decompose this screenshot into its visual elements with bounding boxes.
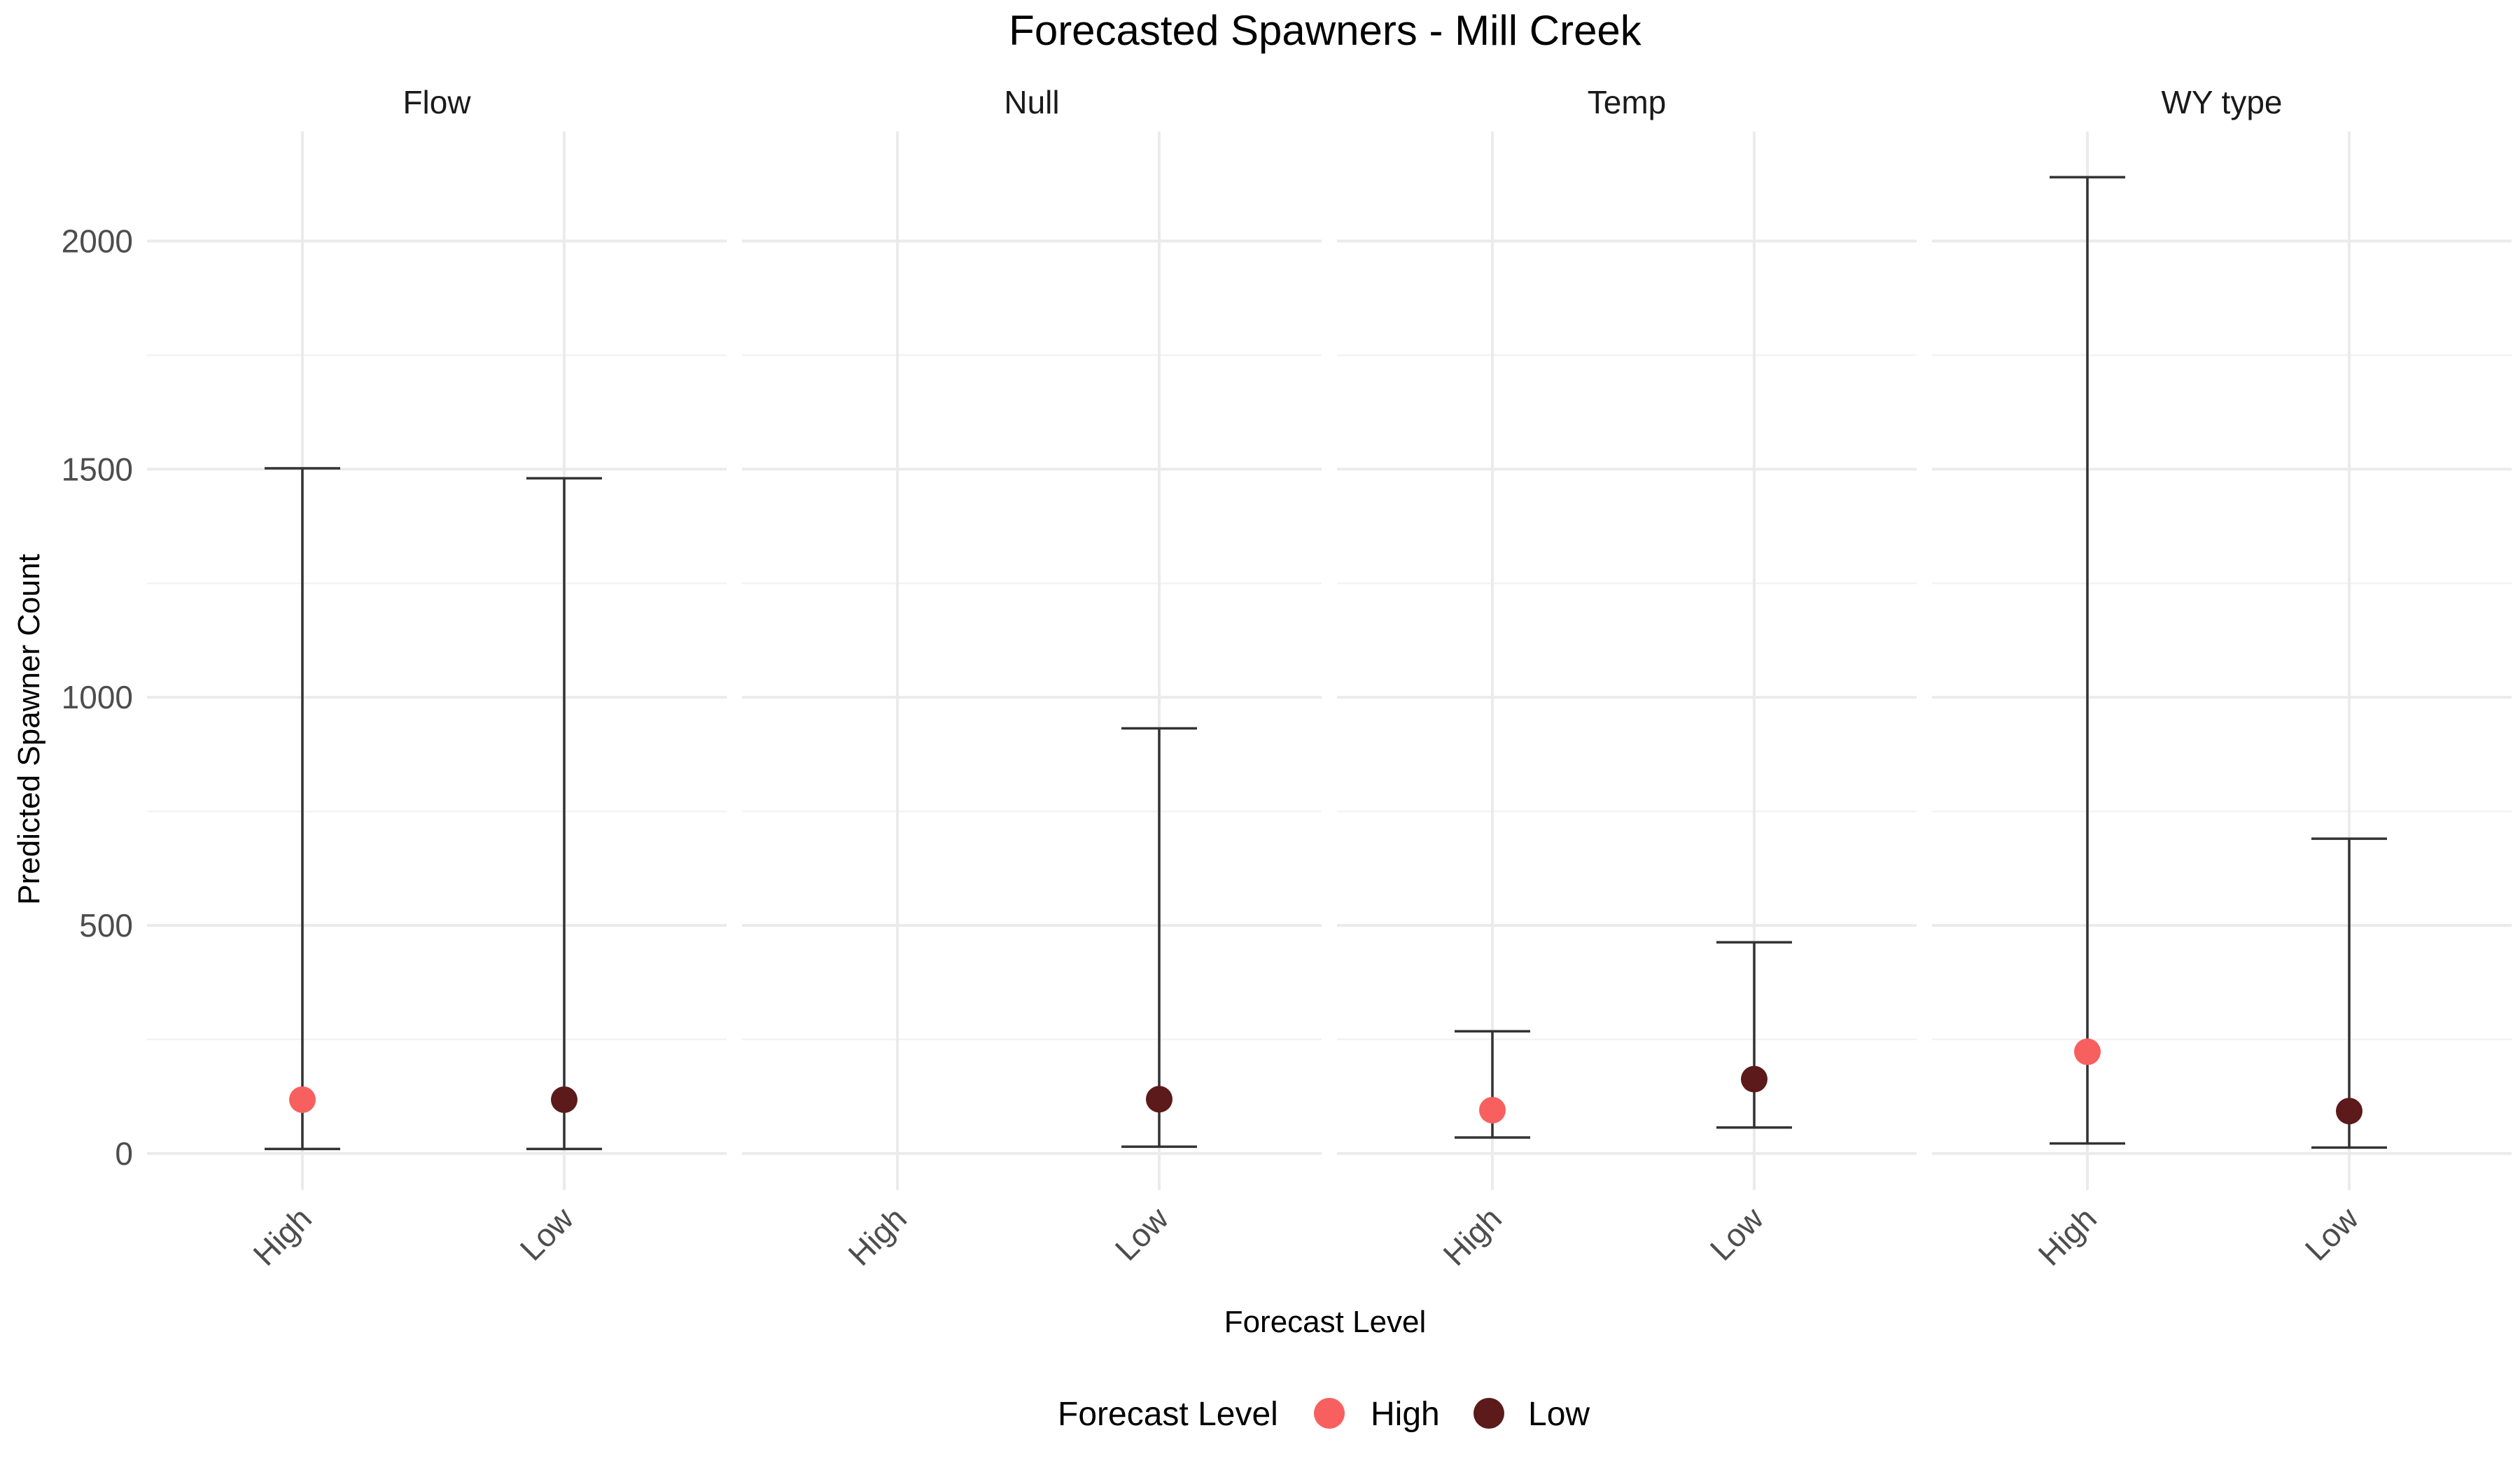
data-point-low: [551, 1086, 578, 1113]
x-tick-label-high: High: [841, 1200, 913, 1273]
legend-key-low: [1474, 1398, 1504, 1429]
facet-strip-label: Temp: [1588, 84, 1666, 120]
x-tick-label-low: Low: [1108, 1200, 1176, 1268]
legend: Forecast Level High Low: [1058, 1396, 1590, 1433]
error-bar-low: [1121, 727, 1197, 1148]
x-tick-label-low: Low: [2298, 1200, 2366, 1268]
legend-label-high: High: [1371, 1396, 1440, 1433]
data-point-low: [1741, 1065, 1768, 1093]
y-tick-label: 0: [115, 1135, 133, 1172]
x-tick-label-low: Low: [513, 1200, 581, 1268]
legend-key-high: [1314, 1398, 1345, 1429]
legend-label-low: Low: [1528, 1396, 1590, 1433]
legend-title: Forecast Level: [1058, 1396, 1278, 1433]
x-tick-label-high: High: [246, 1200, 318, 1273]
y-tick-label: 1500: [62, 451, 133, 487]
error-bar-low: [2311, 837, 2387, 1149]
y-tick-label: 500: [79, 907, 133, 944]
data-point-high: [2074, 1038, 2101, 1065]
data-point-high: [1479, 1096, 1506, 1124]
error-bar-low: [1716, 941, 1792, 1129]
y-tick-label: 1000: [62, 679, 133, 715]
facet-panel-temp: Temp High Low: [1337, 84, 1917, 1273]
x-tick-label-high: High: [1436, 1200, 1508, 1273]
data-point-low: [2336, 1098, 2362, 1125]
data-point-low: [1146, 1086, 1172, 1113]
data-point-high: [289, 1086, 316, 1113]
facet-panel-wy-type: WY type High Low: [1932, 84, 2512, 1273]
facet-panel-null: Null High Low: [742, 84, 1322, 1273]
y-tick-label: 2000: [62, 223, 133, 259]
error-bar-high: [2050, 176, 2125, 1145]
x-tick-label-low: Low: [1703, 1200, 1771, 1268]
facet-strip-label: Null: [1004, 84, 1059, 120]
x-axis-title: Forecast Level: [1224, 1305, 1427, 1339]
y-axis-title: Predicted Spawner Count: [12, 554, 46, 904]
error-bar-high: [265, 467, 340, 1151]
facet-panel-flow: Flow High Low: [147, 84, 727, 1273]
chart-title: Forecasted Spawners - Mill Creek: [1009, 7, 1642, 54]
x-tick-label-high: High: [2031, 1200, 2104, 1273]
error-bar-low: [526, 477, 602, 1151]
facet-strip-label: WY type: [2162, 84, 2283, 120]
facet-strip-label: Flow: [402, 84, 471, 120]
